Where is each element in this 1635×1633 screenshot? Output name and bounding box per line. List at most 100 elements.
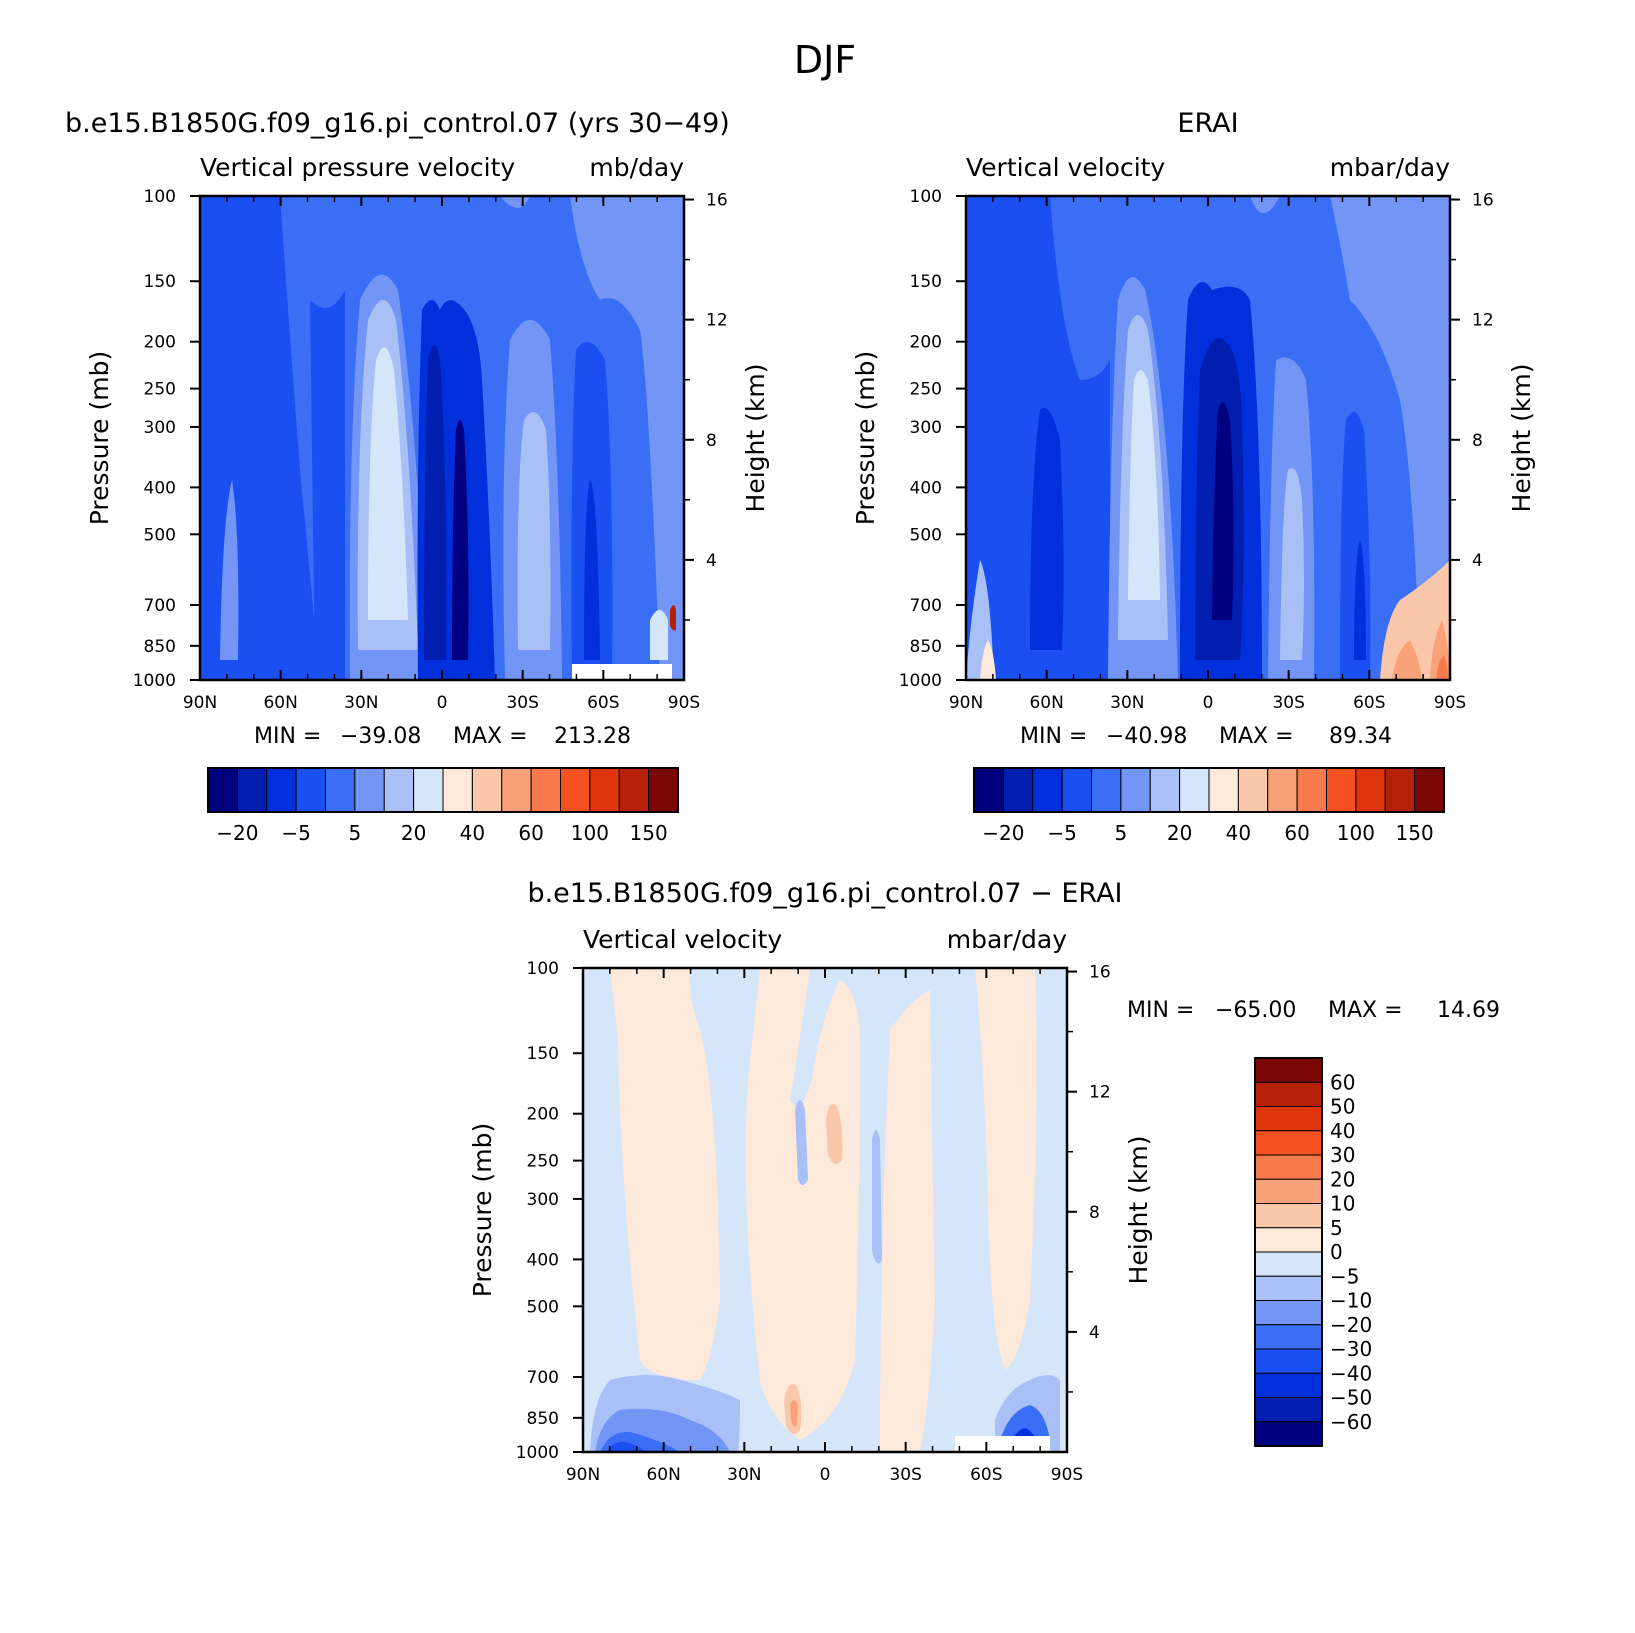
y2-tick-label: 4 bbox=[706, 551, 717, 571]
y-tick-label: 100 bbox=[144, 187, 176, 207]
field-band-deep-subpolar bbox=[584, 480, 600, 660]
field-band-core-subsidence bbox=[368, 347, 408, 620]
ylabel: Pressure (mb) bbox=[85, 351, 114, 525]
colorbar-swatch bbox=[1384, 767, 1416, 813]
colorbar-swatch bbox=[1254, 1057, 1323, 1083]
colorbar-swatch bbox=[1254, 1203, 1323, 1229]
axes-model: 90N 60N 30N 0 30S 60S 90S 100 150 200 250 300 400 500… bbox=[133, 187, 728, 713]
max-label: MAX = bbox=[453, 724, 528, 749]
y-tick-label: 700 bbox=[144, 596, 176, 616]
colorbar-frame bbox=[973, 767, 1445, 813]
y2-tick-label: 12 bbox=[706, 311, 728, 331]
colorbar-label: −40 bbox=[1330, 1361, 1372, 1385]
max-value: 89.34 bbox=[1329, 724, 1392, 749]
colorbar-swatch bbox=[560, 767, 591, 813]
field-band-light-polar bbox=[1250, 196, 1450, 680]
colorbar-label: 20 bbox=[401, 821, 426, 845]
colorbar-frame bbox=[1254, 1057, 1323, 1447]
panel-left-label: Vertical velocity bbox=[966, 153, 1165, 182]
colorbar-swatch bbox=[530, 767, 561, 813]
colorbar-swatch bbox=[501, 767, 532, 813]
field-band-warm-core-1 bbox=[826, 1104, 843, 1164]
colorbar-swatch bbox=[1254, 1300, 1323, 1326]
colorbar-swatch bbox=[236, 767, 268, 813]
axes-difference: 90N 60N 30N 0 30S 60S 90S 100 150 200 250 300 400 500… bbox=[516, 959, 1111, 1485]
colorbar-swatch bbox=[266, 767, 297, 813]
x-tick-label: 90S bbox=[1051, 1465, 1083, 1485]
colorbar-swatch bbox=[1002, 767, 1034, 813]
field-band-light-polar bbox=[500, 196, 684, 680]
y-tick-label: 250 bbox=[910, 380, 942, 400]
min-label: MIN = bbox=[254, 724, 321, 749]
x-tick-label: 0 bbox=[437, 693, 448, 713]
colorbar-swatch bbox=[1254, 1372, 1323, 1398]
colorbar-label: −50 bbox=[1330, 1386, 1372, 1410]
field-band-deep-low-north bbox=[606, 1441, 646, 1452]
y-tick-label: 850 bbox=[527, 1409, 559, 1429]
y2-tick-label: 16 bbox=[706, 191, 728, 211]
colorbar-swatch bbox=[1414, 767, 1445, 813]
y2-tick-label: 4 bbox=[1472, 551, 1483, 571]
colorbar-swatch bbox=[1254, 1081, 1323, 1107]
field-plot bbox=[200, 196, 684, 680]
x-tick-label: 90S bbox=[1434, 693, 1466, 713]
min-value: −39.08 bbox=[340, 724, 421, 749]
colorbar-swatch bbox=[295, 767, 326, 813]
colorbar-label: 60 bbox=[518, 821, 543, 845]
colorbar-swatch bbox=[973, 767, 1004, 813]
colorbar-swatch bbox=[1296, 767, 1327, 813]
y-tick-label: 250 bbox=[144, 380, 176, 400]
y-tick-label: 100 bbox=[527, 959, 559, 979]
y-tick-label: 150 bbox=[910, 272, 942, 292]
y-tick-label: 100 bbox=[910, 187, 942, 207]
colorbar-label: 40 bbox=[1330, 1119, 1355, 1143]
colorbar-swatch bbox=[354, 767, 385, 813]
colorbar-label: 100 bbox=[571, 821, 609, 845]
field-plot bbox=[966, 196, 1450, 680]
colorbar-swatch bbox=[1326, 767, 1357, 813]
field-band-warm-south bbox=[880, 990, 935, 1452]
x-tick-label: 90N bbox=[566, 1465, 600, 1485]
missing-data-mask bbox=[572, 664, 672, 680]
y-tick-label: 400 bbox=[527, 1250, 559, 1270]
colorbar-swatch bbox=[1120, 767, 1151, 813]
field-band-light-edge bbox=[650, 610, 668, 660]
colorbar-label: −5 bbox=[1330, 1264, 1359, 1288]
colorbar-label: 50 bbox=[1330, 1095, 1355, 1119]
y-tick-label: 500 bbox=[144, 525, 176, 545]
colorbar-label: 40 bbox=[1226, 821, 1251, 845]
figure-title: DJF bbox=[794, 38, 856, 82]
colorbar-label: −20 bbox=[216, 821, 258, 845]
x-tick-label: 60S bbox=[1353, 693, 1385, 713]
y2-tick-label: 8 bbox=[706, 431, 717, 451]
field-band-deep-north bbox=[1030, 408, 1064, 650]
colorbar-swatch bbox=[1237, 767, 1269, 813]
y2-tick-label: 12 bbox=[1089, 1083, 1111, 1103]
y2-tick-label: 16 bbox=[1089, 963, 1111, 983]
x-tick-label: 30S bbox=[889, 1465, 921, 1485]
x-tick-label: 30N bbox=[1110, 693, 1144, 713]
field-band-warm-core-3 bbox=[790, 1400, 798, 1427]
x-tick-label: 0 bbox=[820, 1465, 831, 1485]
y-tick-label: 850 bbox=[144, 637, 176, 657]
y-tick-label: 850 bbox=[910, 637, 942, 657]
colorbar-swatch bbox=[1254, 1397, 1323, 1423]
min-value: −65.00 bbox=[1215, 998, 1296, 1023]
colorbar-label: 150 bbox=[1396, 821, 1434, 845]
colorbar-swatch bbox=[1254, 1251, 1323, 1277]
ylabel: Pressure (mb) bbox=[851, 351, 880, 525]
x-tick-label: 60N bbox=[1029, 693, 1063, 713]
field-band-itcz-deep bbox=[1212, 402, 1234, 620]
y-tick-label: 1000 bbox=[516, 1443, 559, 1463]
y2-tick-label: 16 bbox=[1472, 191, 1494, 211]
max-label: MAX = bbox=[1219, 724, 1294, 749]
y-tick-label: 1000 bbox=[899, 671, 942, 691]
min-value: −40.98 bbox=[1106, 724, 1187, 749]
colorbar-label: 5 bbox=[1330, 1216, 1343, 1240]
colorbar-label: −30 bbox=[1330, 1337, 1372, 1361]
y-tick-label: 300 bbox=[527, 1190, 559, 1210]
x-tick-label: 0 bbox=[1203, 693, 1214, 713]
colorbar-swatch bbox=[1254, 1324, 1323, 1350]
field-band-lighter-south bbox=[1280, 468, 1304, 660]
